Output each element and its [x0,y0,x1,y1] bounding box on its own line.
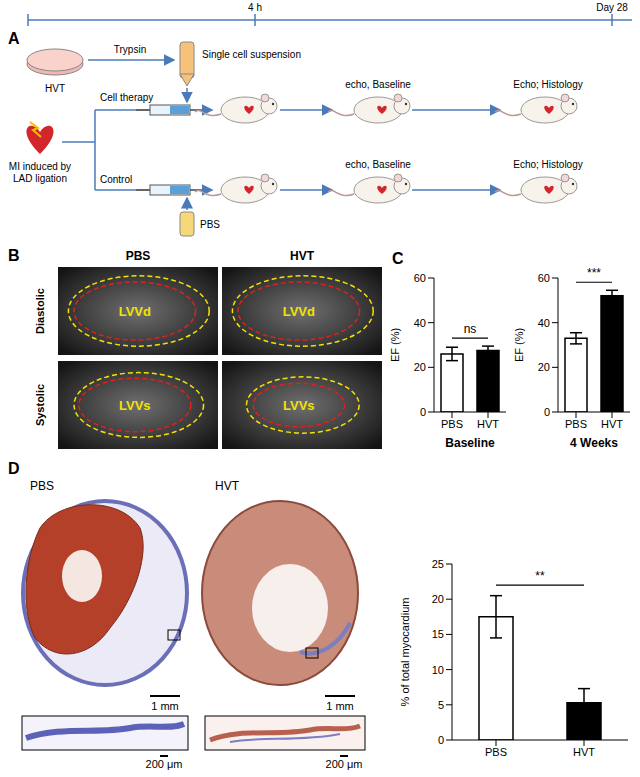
svg-text:LVVs: LVVs [283,398,315,413]
html-text:C: C [392,250,404,267]
svg-text:% of total myocardium: % of total myocardium [400,598,411,707]
svg-text:***: *** [587,266,601,280]
svg-text:1 mm: 1 mm [151,700,179,712]
svg-text:40: 40 [538,317,550,329]
svg-text:200 μm: 200 μm [146,758,183,770]
svg-text:**: ** [535,569,545,583]
svg-text:PBS: PBS [200,219,220,230]
svg-text:HVT: HVT [290,249,315,263]
svg-text:Systolic: Systolic [34,384,46,426]
svg-text:echo, Baseline: echo, Baseline [345,159,411,170]
svg-text:PBS: PBS [30,479,54,493]
svg-text:LAD ligation: LAD ligation [13,173,67,184]
svg-text:1 mm: 1 mm [326,700,354,712]
svg-text:40: 40 [414,317,426,329]
svg-text:0: 0 [420,406,426,418]
svg-text:B: B [8,247,20,264]
svg-text:Diastolic: Diastolic [34,288,46,334]
svg-text:Cell therapy: Cell therapy [100,92,153,103]
svg-text:LVVs: LVVs [119,398,151,413]
svg-text:D: D [8,460,20,477]
svg-text:Trypsin: Trypsin [114,44,146,55]
svg-text:Control: Control [100,174,132,185]
svg-text:LVVd: LVVd [283,304,315,319]
svg-text:60: 60 [538,272,550,284]
svg-text:PBS: PBS [441,418,463,430]
svg-text:EF (%): EF (%) [390,328,401,362]
svg-text:4 Weeks: 4 Weeks [570,436,618,450]
svg-text:A: A [8,30,20,47]
svg-text:200 μm: 200 μm [326,758,363,770]
svg-text:15: 15 [432,628,444,640]
svg-text:EF (%): EF (%) [514,328,525,362]
svg-text:HVT: HVT [45,83,65,94]
svg-text:0: 0 [438,734,444,746]
svg-text:25: 25 [432,558,444,570]
svg-text:echo, Baseline: echo, Baseline [345,79,411,90]
svg-text:LVVd: LVVd [119,304,151,319]
svg-text:PBS: PBS [126,249,151,263]
svg-text:20: 20 [432,593,444,605]
svg-text:ns: ns [464,322,477,336]
svg-text:4 h: 4 h [248,2,262,13]
svg-text:HVT: HVT [601,418,623,430]
svg-text:Single cell suspension: Single cell suspension [202,49,301,60]
svg-text:Day 28: Day 28 [596,2,628,13]
svg-text:0: 0 [544,406,550,418]
svg-text:PBS: PBS [565,418,587,430]
svg-text:Echo; Histology: Echo; Histology [513,159,582,170]
svg-text:HVT: HVT [477,418,499,430]
svg-text:HVT: HVT [573,746,595,758]
svg-text:Baseline: Baseline [445,436,495,450]
svg-text:20: 20 [538,361,550,373]
svg-text:5: 5 [438,699,444,711]
svg-text:Echo; Histology: Echo; Histology [513,79,582,90]
svg-text:10: 10 [432,664,444,676]
svg-text:60: 60 [414,272,426,284]
svg-text:HVT: HVT [215,479,240,493]
svg-text:MI induced by: MI induced by [9,161,71,172]
svg-text:PBS: PBS [485,746,507,758]
svg-text:20: 20 [414,361,426,373]
